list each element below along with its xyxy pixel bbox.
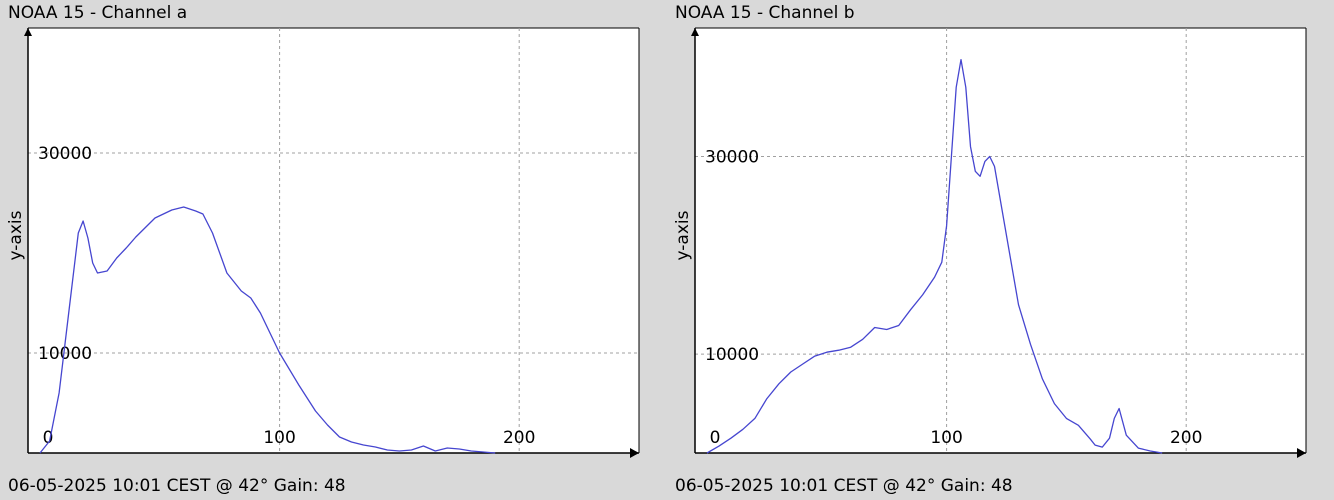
chart-plot: 0 100 200 10000 30000 y-axis [673, 27, 1307, 458]
chart-footer: 06-05-2025 10:01 CEST @ 42° Gain: 48 [8, 476, 346, 496]
chart-footer: 06-05-2025 10:01 CEST @ 42° Gain: 48 [675, 476, 1013, 496]
x-tick-label: 100 [930, 428, 962, 448]
x-axis-arrow [630, 448, 639, 458]
y-tick-label: 30000 [705, 147, 759, 167]
x-tick-label: 100 [263, 428, 295, 448]
x-axis-arrow [1297, 448, 1306, 458]
chart-title: NOAA 15 - Channel b [675, 3, 855, 23]
chart-title: NOAA 15 - Channel a [8, 3, 188, 23]
chart-panel-channel-b: NOAA 15 - Channel b 0 100 200 10000 30000 y-a… [667, 0, 1334, 500]
x-tick-label: 200 [503, 428, 535, 448]
x-tick-label: 0 [710, 428, 721, 448]
series-line [39, 206, 496, 454]
series-line [706, 58, 1163, 454]
plot-background [28, 28, 639, 453]
x-tick-label: 0 [43, 428, 54, 448]
x-tick-label: 200 [1170, 428, 1202, 448]
plot-background [695, 28, 1306, 453]
y-tick-label: 30000 [38, 144, 92, 164]
y-tick-label: 10000 [38, 344, 92, 364]
y-axis-label: y-axis [6, 210, 26, 260]
y-axis-label: y-axis [673, 210, 693, 260]
chart-panel-channel-a: NOAA 15 - Channel a 0 100 200 10000 30000 y-a… [6, 3, 640, 496]
y-axis-arrow [24, 28, 32, 36]
y-tick-label: 10000 [705, 345, 759, 365]
y-axis-arrow [691, 28, 699, 36]
chart-plot: 0 100 200 10000 30000 y-axis [6, 27, 640, 458]
